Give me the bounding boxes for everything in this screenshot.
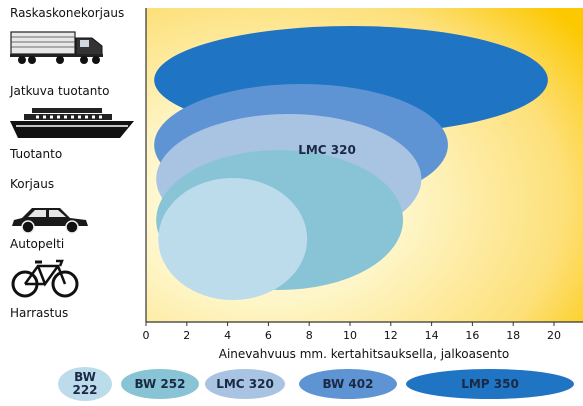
legend-label: LMC 320	[216, 377, 274, 391]
category-label-continuous-production: Jatkuva tuotanto	[10, 84, 110, 98]
legend-swatch	[406, 369, 574, 399]
legend-item: LMP 350	[406, 369, 574, 399]
bubble-group	[154, 26, 548, 300]
x-tick-label: 14	[425, 329, 439, 342]
legend-label: 222	[72, 383, 97, 397]
legend-swatch	[299, 369, 397, 399]
legend-item: BW 252	[121, 369, 199, 399]
legend-label: BW	[74, 370, 96, 384]
bicycle-icon	[11, 259, 79, 298]
x-tick-label: 2	[183, 329, 190, 342]
x-tick-label: 16	[465, 329, 479, 342]
category-label-repair: Korjaus	[10, 177, 55, 191]
legend-label: BW 402	[323, 377, 374, 391]
x-axis-title: Ainevahvuus mm. kertahitsauksella, jalko…	[219, 347, 510, 361]
legend-label: LMP 350	[461, 377, 519, 391]
x-tick-label: 6	[265, 329, 272, 342]
inner-bubble-label: LMC 320	[298, 143, 356, 157]
x-tick-label: 12	[384, 329, 398, 342]
category-label-heavy-repair: Raskaskonekorjaus	[10, 6, 125, 20]
x-tick-label: 8	[306, 329, 313, 342]
x-tick-label: 0	[143, 329, 150, 342]
legend-swatch	[58, 367, 112, 401]
legend-label: BW 252	[135, 377, 186, 391]
category-label-production: Tuotanto	[10, 147, 63, 161]
car-icon	[12, 208, 88, 234]
x-ticks: 0 2 4 6 8 10 12 14 16 18 20	[143, 322, 561, 342]
x-tick-label: 20	[547, 329, 561, 342]
x-tick-label: 10	[343, 329, 357, 342]
x-tick-label: 18	[506, 329, 520, 342]
category-label-hobby: Harrastus	[10, 306, 69, 320]
category-label-car-body: Autopelti	[10, 237, 65, 251]
legend-item: LMC 320	[205, 369, 285, 399]
x-tick-label: 4	[224, 329, 231, 342]
legend-swatch	[121, 369, 199, 399]
bubble-bw-222	[158, 178, 308, 300]
ship-icon	[10, 108, 134, 138]
category-panel: Raskaskonekorjaus Jatkuva tuotanto Tuota…	[0, 0, 145, 330]
legend-swatch	[205, 369, 285, 399]
legend-item: BW 402	[299, 369, 397, 399]
truck-icon	[10, 31, 103, 64]
